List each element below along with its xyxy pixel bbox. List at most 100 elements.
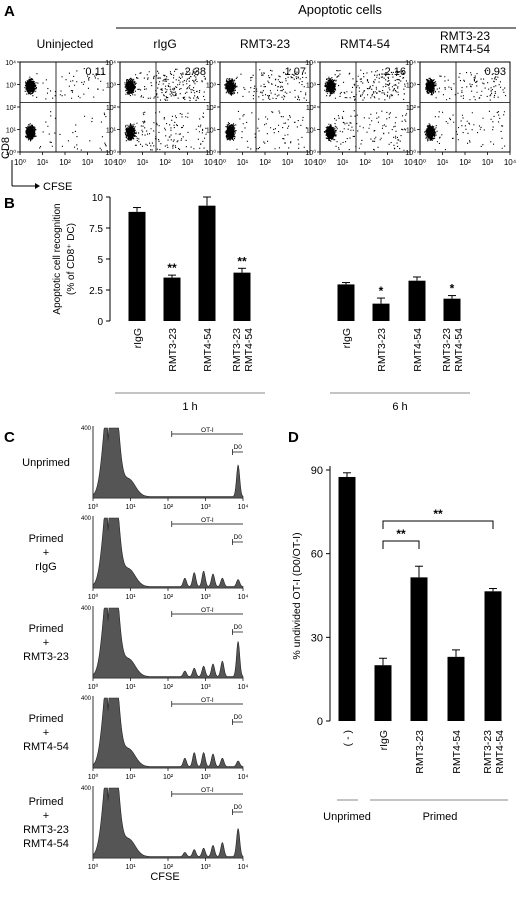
d-category-label: ( - ) bbox=[342, 730, 354, 746]
b-bar bbox=[372, 303, 390, 321]
flow-dots bbox=[323, 69, 408, 151]
d-bar bbox=[374, 665, 392, 721]
c-row-label: Unprimed bbox=[22, 457, 70, 469]
b-category-label: RMT4-54 bbox=[243, 328, 255, 372]
d-bar bbox=[484, 591, 502, 721]
flow-x-tick-label: 10³ bbox=[482, 158, 494, 167]
d-bar bbox=[447, 656, 465, 721]
flow-x-tick-label: 10⁴ bbox=[204, 158, 217, 167]
c-row-label: RMT3-23 bbox=[23, 824, 69, 836]
flow-gate-percent: 0.11 bbox=[85, 66, 106, 78]
flow-x-tick-label: 10² bbox=[159, 158, 171, 167]
flow-y-tick-label: 10¹ bbox=[206, 128, 217, 135]
flow-y-tick-label: 10¹ bbox=[106, 128, 117, 135]
flow-y-tick-label: 10³ bbox=[6, 83, 17, 90]
b-bar bbox=[163, 277, 181, 321]
flow-dot-cloud bbox=[24, 68, 107, 151]
flow-plot-label: RMT4-54 bbox=[440, 42, 490, 56]
b-bar bbox=[128, 211, 146, 321]
c-gate-label-ot1: OT-I bbox=[201, 697, 214, 704]
c-x-tick-label: 10² bbox=[163, 864, 174, 871]
c-x-tick-label: 10⁴ bbox=[238, 504, 249, 511]
b-y-tick-label: 2.5 bbox=[89, 286, 103, 297]
c-gate-label-ot1: OT-I bbox=[201, 517, 214, 524]
flow-y-tick-label: 10⁴ bbox=[205, 60, 216, 67]
cd8-axis-label: CD8 bbox=[0, 137, 12, 159]
flow-x-tick-label: 10² bbox=[59, 158, 71, 167]
b-bar bbox=[443, 298, 461, 321]
c-gate-label-d0: D0 bbox=[234, 714, 243, 721]
d-y-tick-label: 30 bbox=[311, 632, 323, 644]
c-x-tick-label: 10² bbox=[163, 594, 174, 601]
c-row-label: Primed bbox=[29, 623, 64, 635]
b-significance: * bbox=[379, 284, 384, 298]
c-gate-label-ot1: OT-I bbox=[201, 427, 214, 434]
d-category-label: rIgG bbox=[378, 730, 390, 750]
b-group-label: 6 h bbox=[392, 401, 407, 413]
flow-x-tick-label: 10² bbox=[459, 158, 471, 167]
flow-x-tick-label: 10³ bbox=[382, 158, 394, 167]
c-histogram bbox=[92, 697, 244, 769]
c-row-label: Primed bbox=[29, 713, 64, 725]
flow-y-tick-label: 10⁴ bbox=[5, 60, 16, 67]
c-row-label: + bbox=[43, 547, 49, 559]
c-x-tick-label: 10¹ bbox=[125, 864, 136, 871]
c-x-tick-label: 10⁴ bbox=[238, 864, 249, 871]
flow-x-tick-label: 10⁴ bbox=[504, 158, 517, 167]
c-y-max-label: 400 bbox=[81, 786, 92, 792]
flow-gate-percent: 2.16 bbox=[385, 66, 406, 78]
c-gate-label-d0: D0 bbox=[234, 624, 243, 631]
flow-y-tick-label: 10² bbox=[406, 105, 417, 112]
flow-plot-label: RMT3-23 bbox=[440, 29, 490, 43]
panel-d-bar-chart: 0 30 60 90 % undivided OT-I (D0/OT-I) ( - ) rI… bbox=[291, 465, 508, 823]
flow-y-tick-label: 10⁴ bbox=[305, 60, 316, 67]
flow-y-tick-label: 10³ bbox=[206, 83, 217, 90]
b-category-label: RMT3-23 bbox=[441, 328, 453, 372]
c-x-tick-label: 10⁰ bbox=[88, 503, 99, 511]
d-sig-bracket bbox=[382, 520, 494, 529]
d-y-tick-label: 0 bbox=[317, 716, 323, 728]
flow-x-tick-label: 10⁴ bbox=[104, 158, 117, 167]
c-gate-label-ot1: OT-I bbox=[201, 607, 214, 614]
flow-x-tick-label: 10⁰ bbox=[314, 158, 326, 167]
d-y-axis-label: % undivided OT-I (D0/OT-I) bbox=[291, 532, 303, 659]
flow-plot-label: rIgG bbox=[153, 37, 176, 51]
c-row-label: RMT4-54 bbox=[23, 838, 69, 850]
c-histogram bbox=[92, 607, 244, 679]
b-bar bbox=[408, 280, 426, 321]
flow-dots bbox=[224, 68, 307, 150]
c-x-tick-label: 10³ bbox=[200, 594, 211, 601]
flow-dot-cloud bbox=[323, 69, 408, 151]
d-bar bbox=[338, 476, 356, 721]
flow-y-tick-label: 10⁰ bbox=[405, 149, 416, 157]
b-group-label: 1 h bbox=[182, 401, 197, 413]
d-sig-label: ** bbox=[433, 507, 443, 521]
d-y-tick-label: 60 bbox=[311, 549, 323, 561]
panel-letter-c: C bbox=[4, 429, 15, 446]
flow-x-tick-label: 10¹ bbox=[237, 158, 249, 167]
b-y-axis-label-2: (% of CD8⁺ DC) bbox=[66, 223, 77, 295]
flow-plot-label: Uninjected bbox=[37, 37, 94, 51]
flow-y-tick-label: 10⁰ bbox=[5, 149, 16, 157]
c-row-label: + bbox=[43, 810, 49, 822]
flow-gate-percent: 0.93 bbox=[485, 66, 506, 78]
b-category-label: rIgG bbox=[132, 328, 144, 348]
flow-x-tick-label: 10⁰ bbox=[14, 158, 26, 167]
b-category-label: RMT3-23 bbox=[231, 328, 243, 372]
flow-gate-percent: 2.38 bbox=[185, 66, 206, 78]
b-bar bbox=[233, 272, 251, 321]
flow-gate-percent: 1.07 bbox=[285, 66, 306, 78]
c-row-label: RMT3-23 bbox=[23, 651, 69, 663]
c-row-label: RMT4-54 bbox=[23, 741, 69, 753]
flow-y-tick-label: 10³ bbox=[306, 83, 317, 90]
flow-y-tick-label: 10⁰ bbox=[205, 149, 216, 157]
flow-y-tick-label: 10⁰ bbox=[105, 149, 116, 157]
d-category-label: RMT3-23 bbox=[414, 730, 426, 774]
flow-y-tick-label: 10² bbox=[306, 105, 317, 112]
flow-x-tick-label: 10⁰ bbox=[414, 158, 426, 167]
b-y-tick-label: 7.5 bbox=[89, 224, 103, 235]
flow-y-tick-label: 10⁴ bbox=[105, 60, 116, 67]
flow-y-tick-label: 10¹ bbox=[306, 128, 317, 135]
c-row-label: + bbox=[43, 637, 49, 649]
